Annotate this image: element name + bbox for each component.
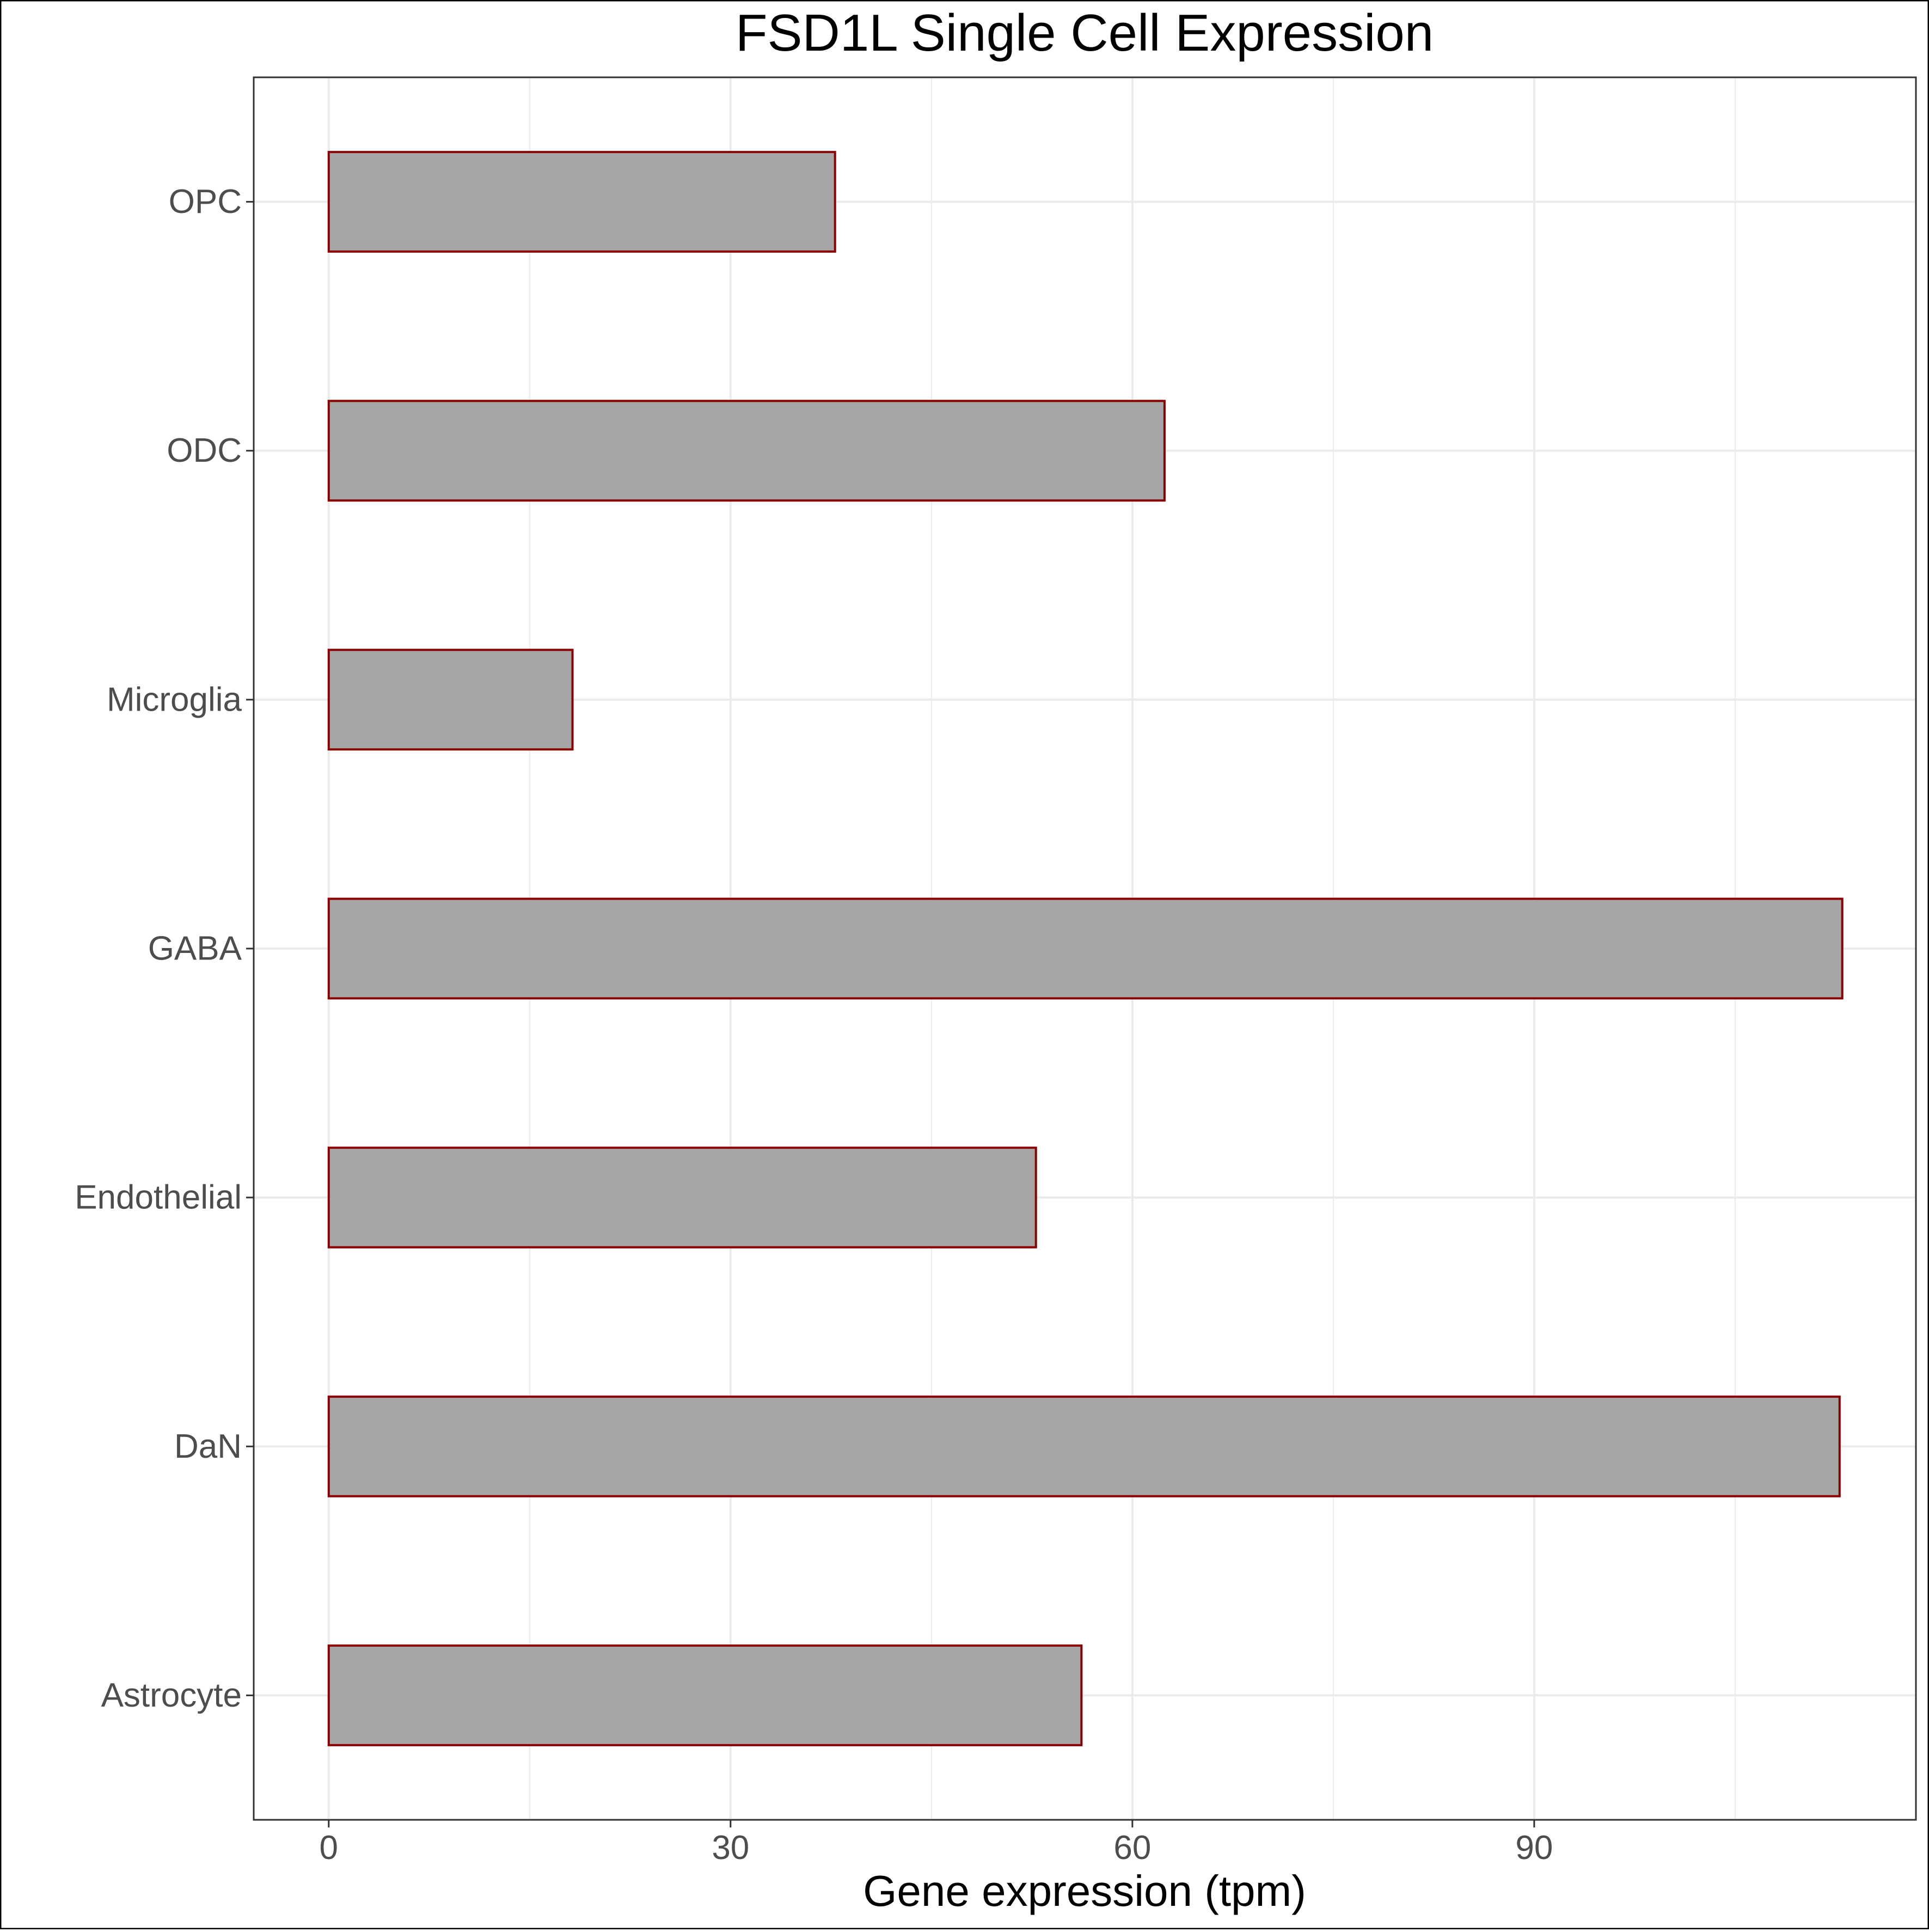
chart-title: FSD1L Single Cell Expression bbox=[736, 4, 1434, 62]
x-tick-label: 60 bbox=[1113, 1829, 1151, 1867]
y-tick-label: DaN bbox=[174, 1428, 242, 1465]
bar-odc bbox=[327, 400, 1166, 502]
x-tick-label: 30 bbox=[712, 1829, 749, 1867]
y-tick-label: GABA bbox=[148, 930, 242, 968]
bar-gaba bbox=[327, 897, 1844, 1000]
y-tick-label: OPC bbox=[169, 183, 242, 221]
x-axis-title: Gene expression (tpm) bbox=[863, 1867, 1306, 1915]
bars bbox=[327, 151, 1844, 1746]
x-tick-label: 90 bbox=[1515, 1829, 1553, 1867]
bar-endothelial bbox=[327, 1146, 1037, 1249]
bar-microglia bbox=[327, 649, 574, 751]
y-tick-label: ODC bbox=[167, 432, 242, 469]
y-tick-label: Microglia bbox=[107, 681, 242, 718]
y-tick-label: Astrocyte bbox=[101, 1677, 242, 1714]
y-tick-label: Endothelial bbox=[75, 1179, 242, 1216]
x-tick-label: 0 bbox=[320, 1829, 338, 1867]
bar-opc bbox=[327, 151, 836, 253]
bar-astrocyte bbox=[327, 1644, 1083, 1746]
bar-dan bbox=[327, 1395, 1841, 1497]
axes: Astrocyte DaN Endothelial GABA Microglia ODC O… bbox=[75, 183, 1553, 1867]
